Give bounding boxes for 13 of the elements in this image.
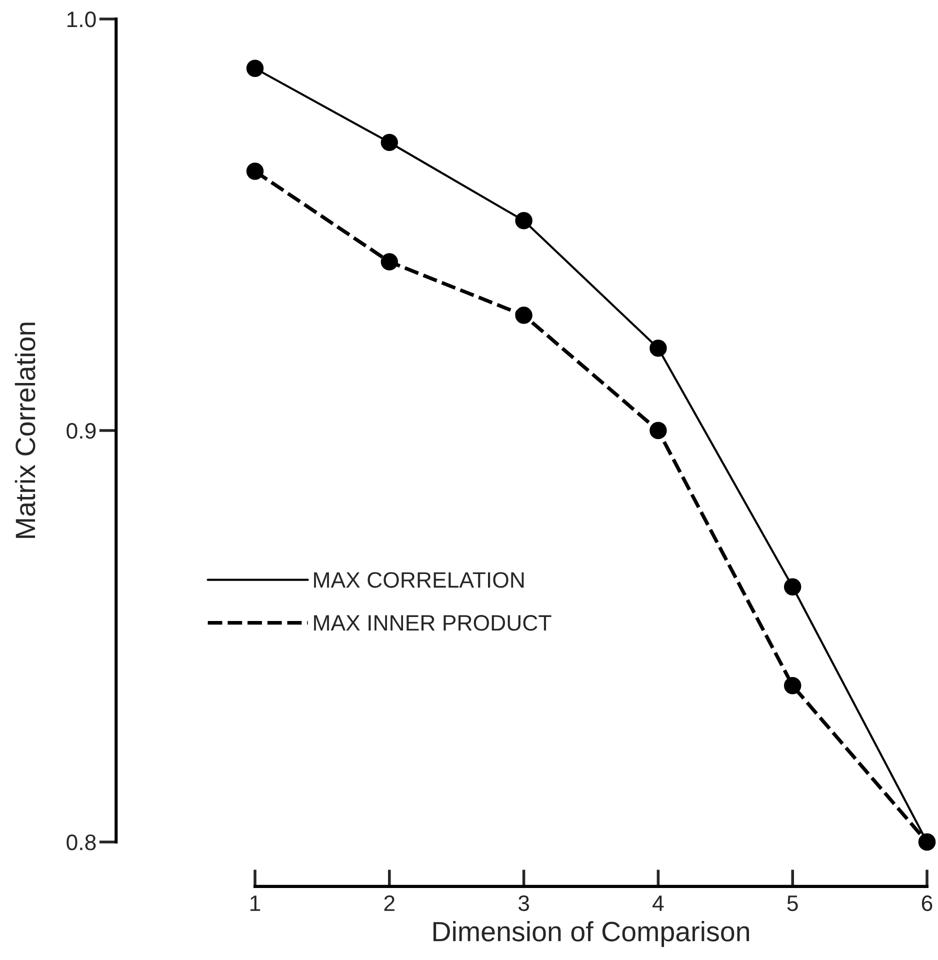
x-tick-label: 1 <box>250 896 260 911</box>
legend-label: MAX INNER PRODUCT <box>314 615 552 631</box>
x-tick-label: 6 <box>922 895 932 912</box>
y-tick-label: 1.0 <box>67 12 96 28</box>
x-tick-label: 5 <box>787 896 798 912</box>
y-axis-title: Matrix Correlation <box>14 322 36 538</box>
y-tick-label: 0.9 <box>66 423 96 439</box>
x-axis-title: Dimension of Comparison <box>434 921 749 947</box>
y-tick-label: 0.8 <box>66 834 96 850</box>
legend-label: MAX CORRELATION <box>314 572 524 588</box>
x-tick-label: 2 <box>384 895 394 911</box>
x-tick-label: 4 <box>652 896 664 911</box>
x-tick-label: 3 <box>518 895 530 912</box>
